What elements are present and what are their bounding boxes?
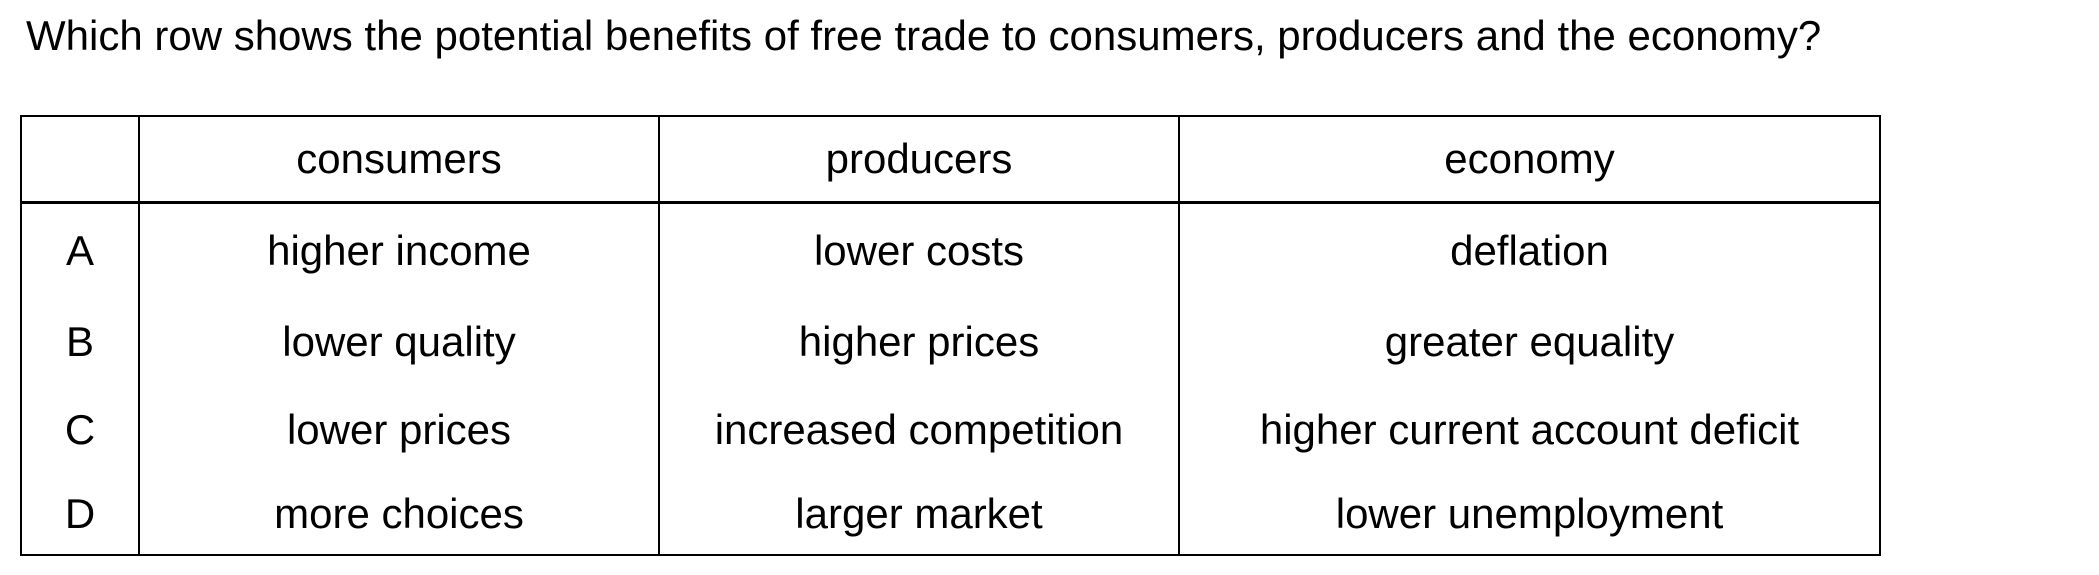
table-header-row: consumers producers economy xyxy=(20,116,1881,204)
cell-producers: larger market xyxy=(658,474,1180,555)
row-letter: A xyxy=(20,202,140,298)
cell-producers: higher prices xyxy=(658,298,1180,386)
row-letter: D xyxy=(20,474,140,555)
header-economy: economy xyxy=(1178,116,1881,204)
cell-producers: increased competition xyxy=(658,386,1180,474)
header-producers: producers xyxy=(658,116,1180,204)
row-letter: C xyxy=(20,386,140,474)
table-row[interactable]: B lower quality higher prices greater eq… xyxy=(20,298,1881,386)
cell-economy: deflation xyxy=(1178,202,1881,298)
row-letter: B xyxy=(20,298,140,386)
header-blank xyxy=(20,116,140,204)
cell-consumers: lower quality xyxy=(138,298,660,386)
cell-economy: higher current account deficit xyxy=(1178,386,1881,474)
question-text: Which row shows the potential benefits o… xyxy=(26,12,1822,59)
cell-economy: lower unemployment xyxy=(1178,474,1881,555)
cell-consumers: lower prices xyxy=(138,386,660,474)
cell-producers: lower costs xyxy=(658,202,1180,298)
cell-consumers: more choices xyxy=(138,474,660,555)
answer-table: consumers producers economy A higher inc… xyxy=(20,115,1881,556)
cell-economy: greater equality xyxy=(1178,298,1881,386)
table-row[interactable]: D more choices larger market lower unemp… xyxy=(20,474,1881,555)
table-row[interactable]: A higher income lower costs deflation xyxy=(20,202,1881,298)
table-row[interactable]: C lower prices increased competition hig… xyxy=(20,386,1881,474)
header-consumers: consumers xyxy=(138,116,660,204)
cell-consumers: higher income xyxy=(138,202,660,298)
